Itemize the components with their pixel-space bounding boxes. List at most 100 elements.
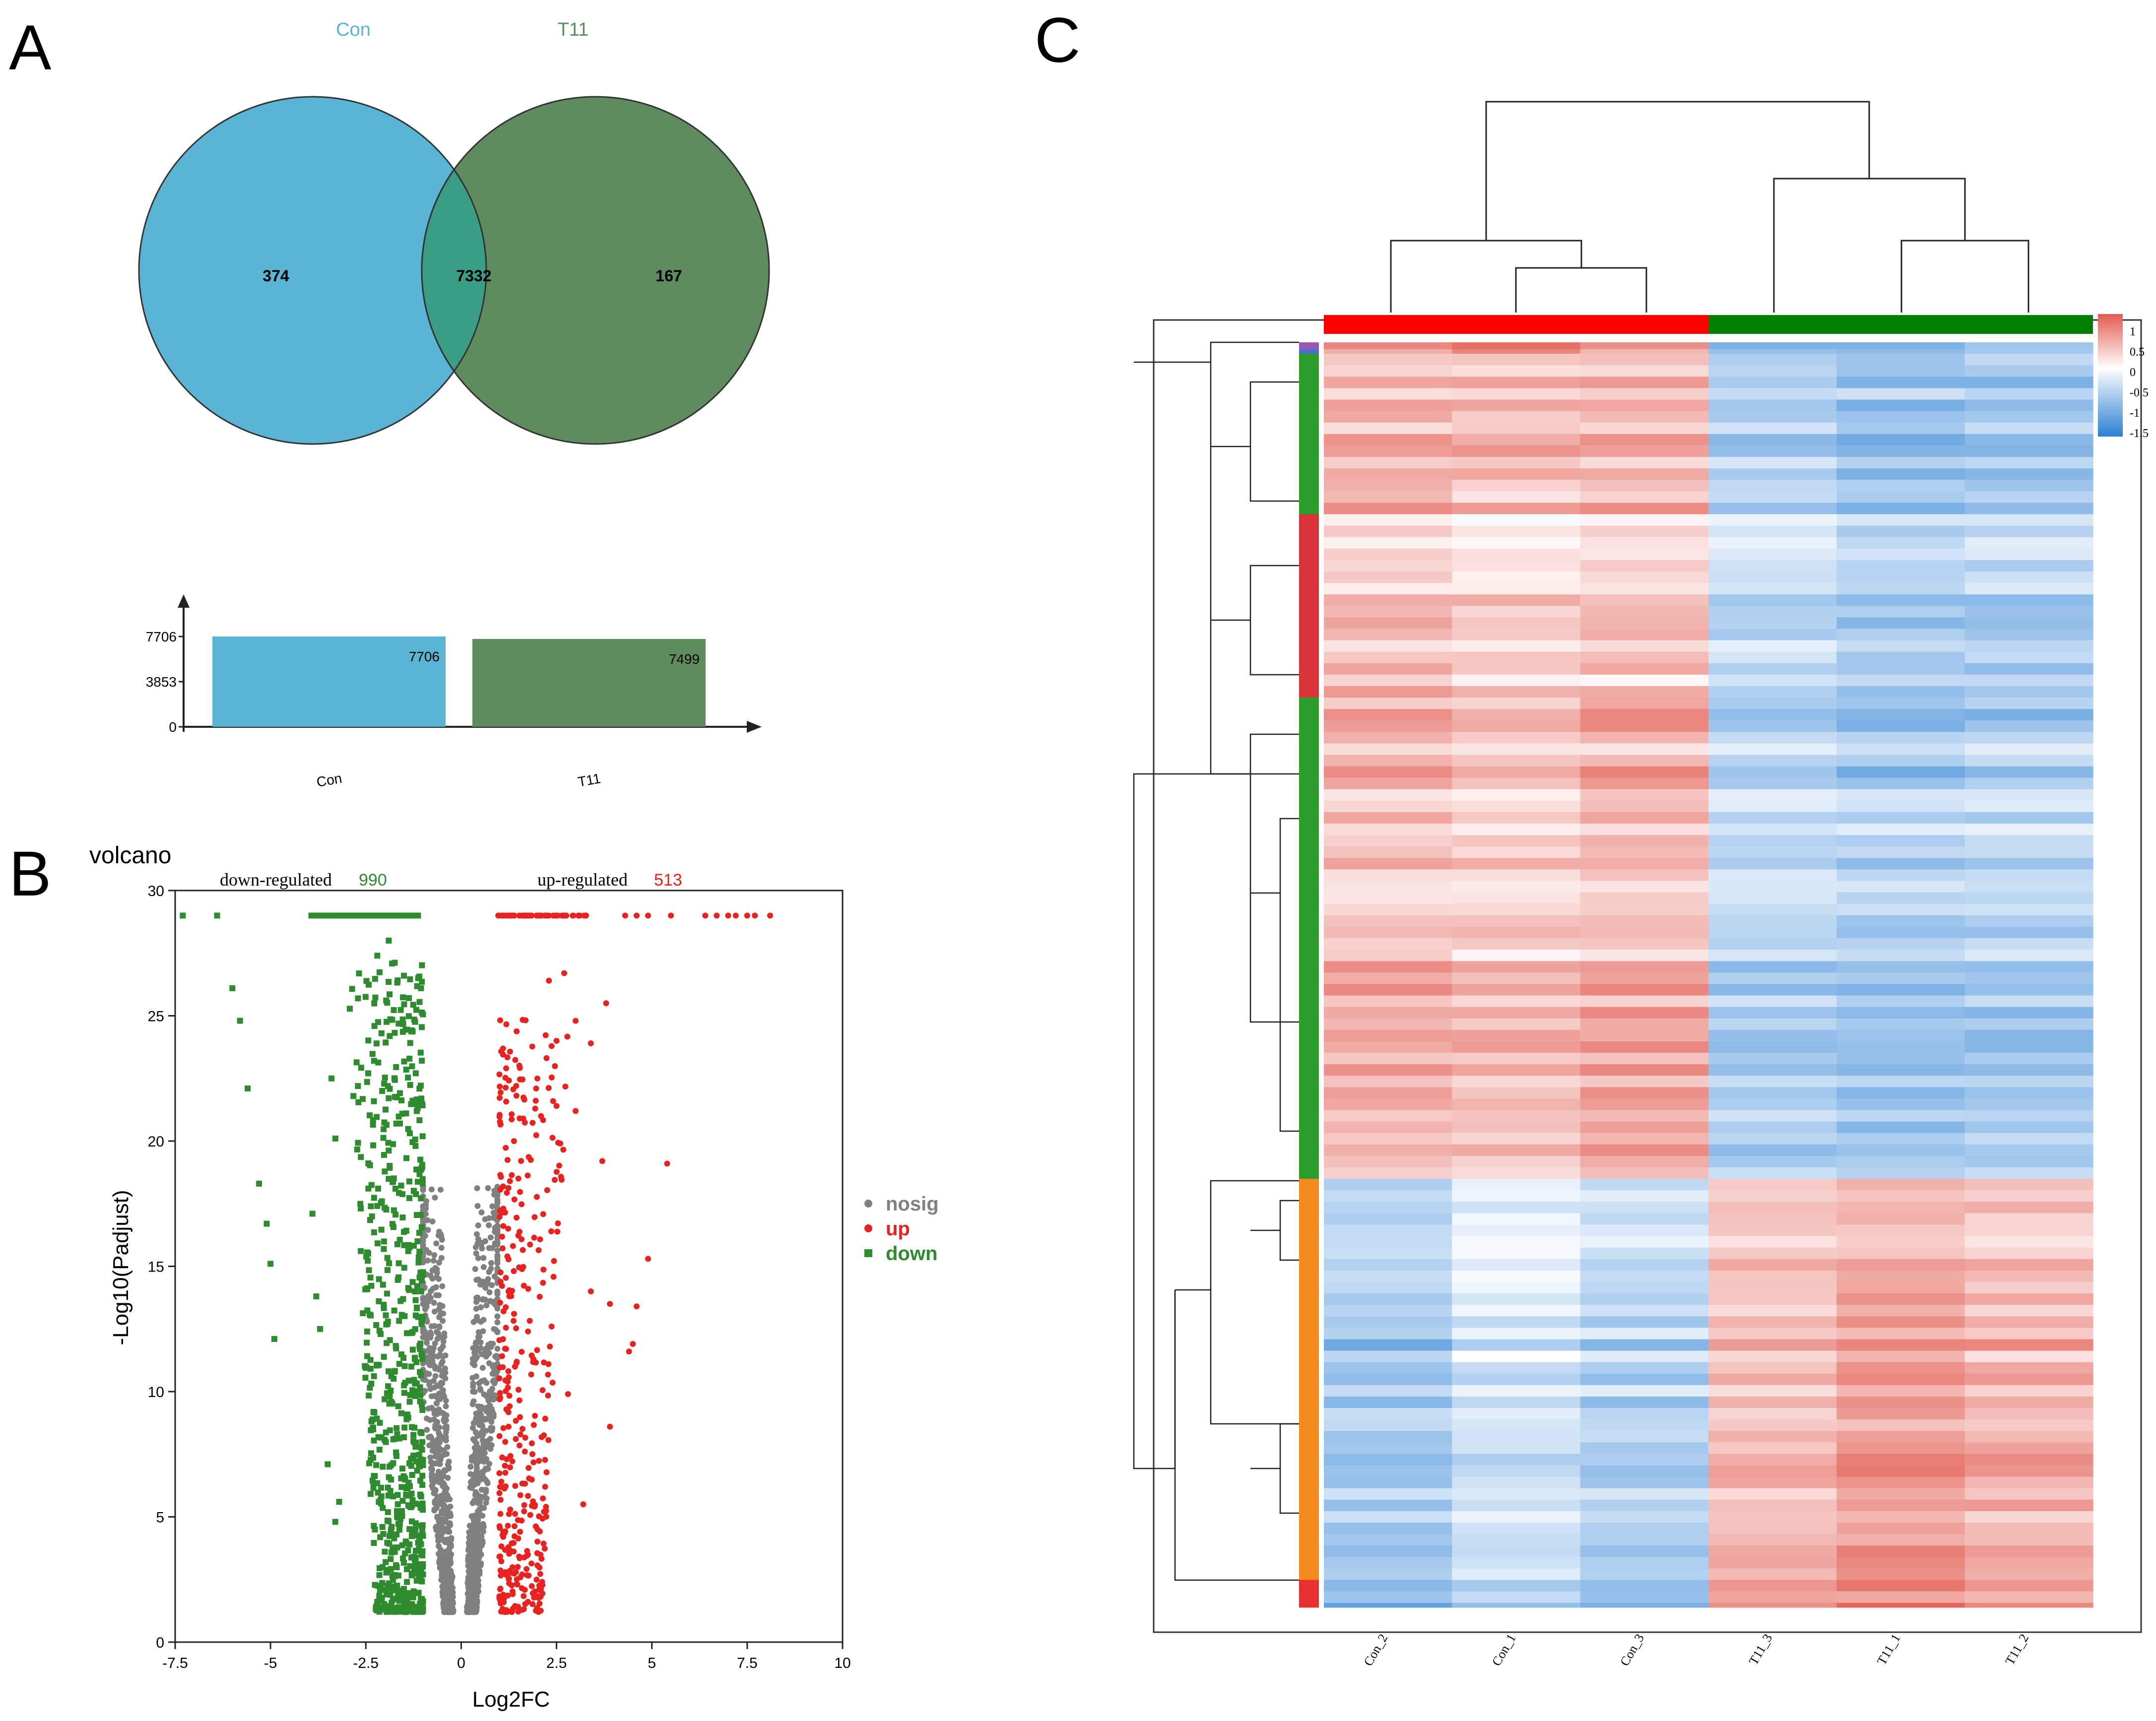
down-point bbox=[380, 1531, 387, 1537]
heatmap-cell bbox=[1964, 800, 2093, 813]
up-point bbox=[516, 1442, 523, 1449]
down-point bbox=[405, 1248, 411, 1254]
nosig-point bbox=[473, 1440, 480, 1447]
heatmap-cell bbox=[1452, 789, 1581, 801]
heatmap-cell bbox=[1964, 1053, 2093, 1065]
heatmap-cell bbox=[1452, 1202, 1581, 1214]
down-point bbox=[382, 1587, 389, 1593]
heatmap-cell bbox=[1964, 456, 2093, 469]
down-point bbox=[415, 1590, 422, 1596]
up-point bbox=[496, 1490, 503, 1496]
down-point bbox=[401, 1242, 407, 1248]
up-point bbox=[500, 1336, 506, 1342]
up-point bbox=[545, 1371, 551, 1378]
nosig-point bbox=[487, 1446, 494, 1452]
heatmap-cell bbox=[1964, 1179, 2093, 1191]
row-dendrogram-branch bbox=[1249, 620, 1299, 676]
heatmap-cell bbox=[1708, 732, 1837, 744]
volcano-y-tick-label: 5 bbox=[156, 1510, 164, 1526]
heatmap-cell bbox=[1580, 1373, 1709, 1386]
down-point bbox=[396, 1318, 402, 1324]
down-point bbox=[386, 1147, 392, 1154]
up-point bbox=[499, 1454, 505, 1461]
up-point bbox=[513, 1325, 520, 1332]
up-point bbox=[549, 1135, 556, 1141]
up-point bbox=[497, 1525, 503, 1531]
heatmap-cell bbox=[1324, 1350, 1452, 1363]
heatmap-cell bbox=[1964, 926, 2093, 939]
up-point bbox=[550, 1274, 557, 1280]
up-point bbox=[521, 1096, 527, 1103]
heatmap-cell bbox=[1580, 1534, 1709, 1546]
down-point bbox=[245, 1085, 251, 1091]
down-point bbox=[366, 1460, 373, 1466]
nosig-point bbox=[425, 1227, 431, 1233]
down-point bbox=[414, 1096, 421, 1103]
nosig-point bbox=[473, 1471, 480, 1477]
heatmap-cell bbox=[1324, 1098, 1452, 1111]
nosig-point bbox=[494, 1247, 501, 1254]
heatmap-cell bbox=[1708, 1076, 1837, 1087]
up-point bbox=[526, 1318, 533, 1324]
down-point bbox=[374, 1362, 380, 1369]
heatmap-cell bbox=[1452, 525, 1581, 538]
bar-category-label: T11 bbox=[577, 770, 602, 790]
heatmap-cell bbox=[1964, 984, 2093, 996]
heatmap-cell bbox=[1964, 1155, 2093, 1168]
legend-marker-up bbox=[864, 1224, 872, 1232]
nosig-point bbox=[470, 1380, 476, 1387]
nosig-point bbox=[472, 1266, 478, 1273]
down-point bbox=[398, 1097, 404, 1104]
column-dendrogram-branch bbox=[1390, 240, 1582, 313]
heatmap-cell bbox=[1580, 629, 1709, 641]
up-point bbox=[528, 1583, 535, 1590]
heatmap-cell bbox=[1452, 1076, 1581, 1087]
down-point bbox=[366, 912, 373, 919]
heatmap-cell bbox=[1964, 1110, 2093, 1122]
nosig-point bbox=[429, 1483, 435, 1489]
heatmap-cell bbox=[1324, 537, 1452, 549]
nosig-point bbox=[431, 1252, 438, 1258]
up-point bbox=[767, 912, 773, 919]
heatmap-cell bbox=[1964, 1580, 2093, 1592]
down-point bbox=[378, 1500, 384, 1507]
down-point bbox=[413, 1007, 420, 1013]
heatmap-cell bbox=[1324, 640, 1452, 652]
up-point bbox=[551, 1177, 558, 1183]
down-point bbox=[418, 1195, 424, 1202]
down-point bbox=[413, 1305, 420, 1312]
nosig-point bbox=[441, 1485, 448, 1491]
volcano-x-tick-label: -5 bbox=[264, 1655, 277, 1671]
nosig-point bbox=[420, 1186, 426, 1193]
heatmap-cell bbox=[1964, 1362, 2093, 1374]
up-point bbox=[541, 1432, 547, 1439]
up-point bbox=[502, 1463, 508, 1469]
down-point bbox=[353, 1059, 360, 1066]
heatmap-cell bbox=[1324, 915, 1452, 927]
row-dendrogram-branch bbox=[1210, 1290, 1299, 1425]
heatmap-cell bbox=[1580, 1293, 1709, 1305]
nosig-point bbox=[480, 1317, 487, 1323]
heatmap-cell bbox=[1324, 594, 1452, 606]
nosig-point bbox=[494, 1260, 501, 1266]
heatmap-cell bbox=[1708, 824, 1837, 835]
up-point bbox=[548, 1043, 555, 1049]
heatmap-cell bbox=[1324, 349, 1452, 354]
heatmap-cell bbox=[1836, 1397, 1965, 1408]
heatmap-cell bbox=[1324, 869, 1452, 882]
heatmap-cell bbox=[1580, 1465, 1709, 1477]
down-point bbox=[382, 1437, 388, 1443]
heatmap-cell bbox=[1324, 1339, 1452, 1351]
down-point bbox=[387, 1533, 393, 1539]
heatmap-cell bbox=[1836, 926, 1965, 939]
heatmap-cell bbox=[1836, 1534, 1965, 1546]
heatmap-cell bbox=[1324, 950, 1452, 961]
down-point bbox=[400, 994, 406, 1001]
up-point bbox=[502, 1569, 509, 1576]
heatmap-cell bbox=[1708, 903, 1837, 916]
nosig-point bbox=[439, 1236, 445, 1243]
nosig-point bbox=[428, 1186, 435, 1193]
nosig-point bbox=[486, 1222, 492, 1228]
heatmap-cell bbox=[1452, 1408, 1581, 1420]
heatmap-cell bbox=[1324, 1041, 1452, 1053]
